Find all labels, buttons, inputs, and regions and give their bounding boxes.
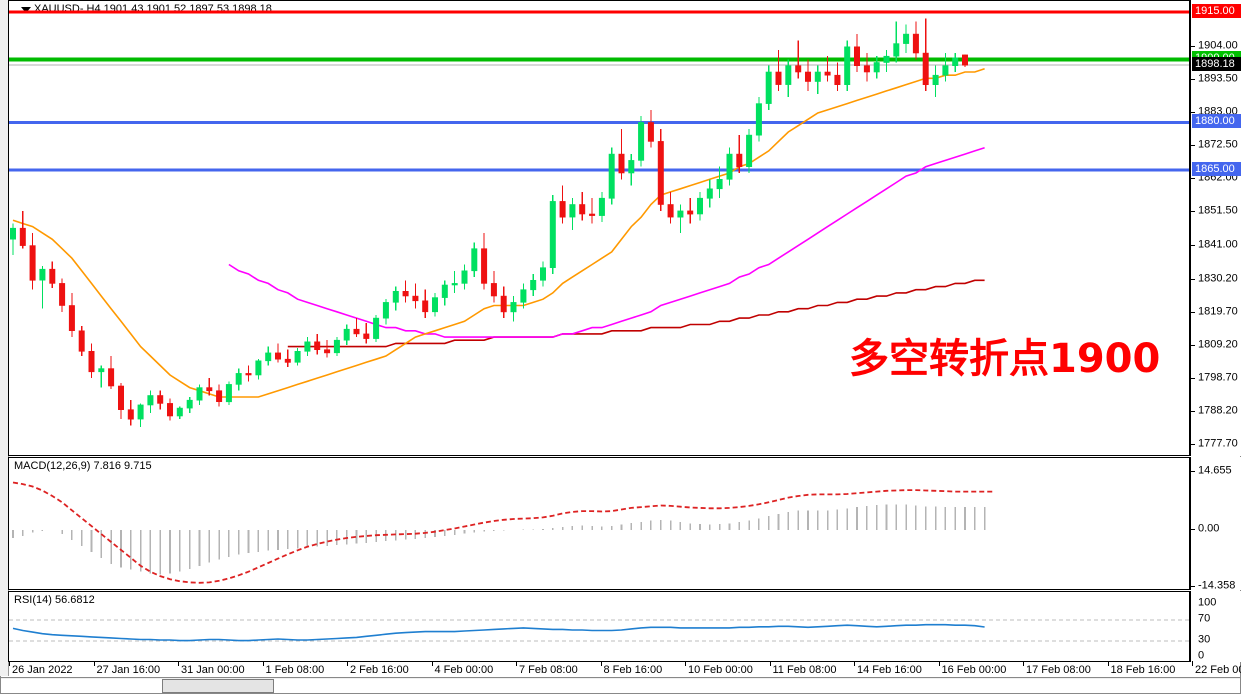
price-tick-label: 1798.70	[1198, 371, 1238, 384]
time-tick	[685, 661, 686, 666]
price-plot	[9, 1, 1189, 455]
time-tick-label: 7 Feb 08:00	[519, 664, 578, 676]
price-tick-label: 1904.00	[1198, 39, 1238, 52]
macd-tick-label: 0.00	[1198, 522, 1220, 535]
macd-tick	[1191, 529, 1195, 531]
time-tick	[1107, 661, 1109, 666]
price-tick	[1191, 45, 1195, 47]
scrollbar-track[interactable]	[1, 679, 1240, 693]
price-tick	[1191, 244, 1195, 246]
macd-plot	[9, 458, 1189, 589]
time-tick-label: 18 Feb 16:00	[1110, 664, 1176, 676]
rsi-tick-label: 70	[1198, 612, 1211, 625]
time-tick-label: 2 Feb 16:00	[350, 664, 409, 676]
chevron-down-icon[interactable]	[21, 7, 31, 13]
price-tick	[1191, 145, 1195, 147]
time-tick	[769, 661, 771, 666]
time-axis: 26 Jan 2022 27 Jan 16:00 31 Jan 00:00 1 Feb…	[8, 661, 1241, 677]
macd-scale: 14.655 0.00 -14.358	[1190, 457, 1241, 592]
price-tick	[1191, 411, 1195, 413]
price-tick-label: 1830.20	[1198, 272, 1238, 285]
macd-tick-label: 14.655	[1198, 464, 1232, 477]
time-tick	[431, 661, 433, 666]
time-tick	[854, 661, 855, 666]
time-tick-label: 26 Jan 2022	[12, 664, 73, 676]
price-tick	[1191, 278, 1195, 280]
time-tick-label: 27 Jan 16:00	[96, 664, 161, 676]
time-tick-label: 1 Feb 08:00	[265, 664, 325, 676]
time-tick	[178, 661, 179, 666]
price-tick	[1191, 78, 1195, 80]
price-tick	[1191, 311, 1195, 313]
macd-tick	[1191, 586, 1195, 587]
time-tick-label: 22 Feb 00:00	[1195, 664, 1241, 676]
chart-annotation: 多空转折点1900	[849, 336, 1161, 382]
rsi-plot	[9, 592, 1189, 661]
time-tick	[516, 661, 517, 666]
price-tick-label: 1819.70	[1198, 305, 1238, 318]
time-tick	[262, 661, 264, 666]
macd-label: MACD(12,26,9) 7.816 9.715	[14, 460, 152, 472]
price-chart-pane[interactable]: XAUUSD-,H4 1901.43 1901.52 1897.53 1898.…	[8, 0, 1190, 456]
time-tick-label: 10 Feb 00:00	[688, 664, 753, 676]
price-tick	[1191, 344, 1195, 346]
time-tick-label: 14 Feb 16:00	[857, 664, 922, 676]
rsi-pane[interactable]: RSI(14) 56.6812	[8, 591, 1190, 662]
price-tick-label: 1893.50	[1198, 72, 1238, 85]
level-tag-1865[interactable]: 1865.00	[1192, 161, 1241, 176]
time-tick-label: 16 Feb 00:00	[941, 664, 1007, 676]
price-tick	[1191, 178, 1195, 180]
price-tick-label: 1809.20	[1198, 338, 1238, 351]
macd-tick	[1191, 471, 1195, 472]
time-tick	[1023, 661, 1024, 666]
time-tick	[600, 661, 602, 666]
price-tick	[1191, 112, 1195, 114]
time-tick	[347, 661, 348, 666]
price-tick-label: 1777.70	[1198, 437, 1238, 450]
time-tick-label: 11 Feb 08:00	[772, 664, 837, 676]
price-tick-label: 1872.50	[1198, 138, 1238, 151]
price-tick-label: 1841.00	[1198, 238, 1238, 251]
macd-pane[interactable]: MACD(12,26,9) 7.816 9.715	[8, 457, 1190, 590]
horizontal-scrollbar[interactable]	[1, 677, 1240, 693]
rsi-tick-label: 0	[1198, 649, 1205, 662]
rsi-tick-label: 100	[1198, 596, 1217, 609]
time-tick	[938, 661, 940, 666]
time-tick	[93, 661, 95, 666]
time-tick-label: 17 Feb 08:00	[1026, 664, 1091, 676]
time-tick-label: 8 Feb 16:00	[603, 664, 663, 676]
time-tick-label: 4 Feb 00:00	[434, 664, 494, 676]
price-tick	[1191, 211, 1195, 213]
price-tick	[1191, 378, 1195, 380]
level-tag-1880[interactable]: 1880.00	[1192, 114, 1241, 129]
scrollbar-thumb[interactable]	[162, 679, 274, 693]
price-tick-label: 1788.20	[1198, 404, 1238, 417]
last-price-tag[interactable]: 1898.18	[1192, 57, 1241, 72]
macd-tick-label: -14.358	[1198, 579, 1236, 592]
time-tick	[1192, 661, 1193, 666]
price-tick	[1191, 444, 1195, 446]
level-tag-1915[interactable]: 1915.00	[1192, 4, 1241, 19]
price-tick-label: 1851.50	[1198, 204, 1238, 217]
rsi-scale: 100 70 30 0	[1190, 591, 1241, 662]
rsi-tick-label: 30	[1198, 633, 1211, 646]
time-tick	[9, 661, 10, 666]
price-tick-label: 1883.00	[1198, 105, 1238, 118]
price-tick-label: 1862.00	[1198, 171, 1238, 184]
price-scale[interactable]: 1904.00 1893.50 1883.00 1872.50 1862.00 1851.…	[1190, 0, 1241, 456]
time-tick-label: 31 Jan 00:00	[181, 664, 245, 676]
rsi-label: RSI(14) 56.6812	[14, 594, 95, 606]
